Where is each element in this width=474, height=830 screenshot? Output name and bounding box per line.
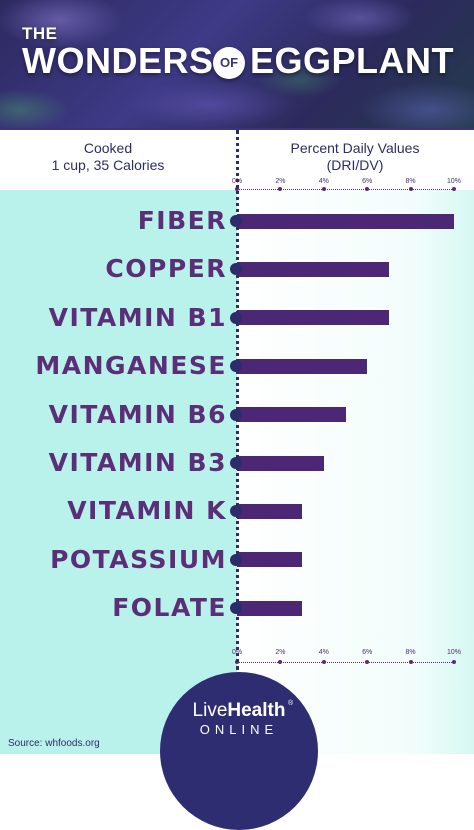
source-note: Source: whfoods.org: [8, 738, 100, 749]
tick-label-bottom: 10%: [446, 649, 461, 656]
plot-panel: [237, 190, 474, 754]
tick-mark-bottom: [278, 660, 283, 664]
title-main: WONDERS: [22, 40, 214, 81]
tick-label-top: 10%: [446, 178, 461, 185]
tick-label-top: 8%: [405, 178, 416, 185]
tick-label-bottom: 6%: [362, 649, 373, 656]
bar: [237, 261, 389, 277]
right-column-header: Percent Daily Values (DRI/DV): [250, 140, 460, 174]
left-header-line2: 1 cup, 35 Calories: [51, 157, 165, 173]
livehealth-logo: LiveHealth ® ONLINE: [160, 672, 318, 830]
bar: [237, 455, 324, 471]
bar: [237, 503, 303, 519]
category-label: VITAMIN K: [67, 496, 227, 526]
logo-wordmark: LiveHealth: [160, 700, 318, 722]
category-label: FIBER: [137, 206, 227, 235]
title-the: THE: [22, 24, 58, 43]
title-end: EGGPLANT: [250, 40, 455, 81]
bar: [237, 600, 303, 616]
logo-health: Health: [227, 700, 286, 721]
of-text: OF: [219, 55, 239, 70]
left-header-line1: Cooked: [83, 140, 133, 156]
bar: [237, 407, 346, 423]
zero-axis-line: [236, 130, 239, 670]
label-panel: [0, 190, 237, 754]
category-label: COPPER: [105, 254, 227, 284]
logo-subtitle: ONLINE: [199, 722, 279, 737]
x-axis-top: [237, 189, 454, 190]
category-label: FOLATE: [112, 593, 227, 623]
category-label: VITAMIN B1: [48, 302, 227, 332]
tick-mark-top: [408, 187, 413, 191]
category-label: VITAMIN B6: [48, 399, 227, 429]
tick-mark-top: [452, 187, 456, 191]
right-header-line1: Percent Daily Values: [290, 140, 420, 156]
header-divider: [0, 128, 474, 130]
of-badge: OF: [213, 47, 245, 79]
tick-label-top: 4%: [318, 178, 329, 185]
logo-live: Live: [192, 700, 228, 721]
bar: [237, 358, 368, 374]
tick-label-bottom: 4%: [318, 649, 329, 656]
tick-label-top: 2%: [275, 178, 286, 185]
bar: [237, 552, 303, 568]
left-column-header: Cooked 1 cup, 35 Calories: [10, 140, 206, 174]
category-label: MANGANESE: [35, 351, 227, 381]
tick-mark-top: [321, 187, 326, 191]
tick-mark-top: [365, 187, 370, 191]
right-header-line2: (DRI/DV): [326, 157, 384, 173]
logo-registered-mark: ®: [288, 700, 294, 707]
tick-mark-bottom: [408, 660, 413, 664]
tick-label-bottom: 8%: [405, 649, 416, 656]
category-label: VITAMIN B3: [48, 448, 227, 477]
header-banner: THE WONDERS OF EGGPLANT: [0, 0, 474, 128]
tick-mark-bottom: [365, 660, 370, 664]
tick-mark-bottom: [321, 660, 326, 664]
bar: [237, 213, 454, 229]
tick-label-bottom: 2%: [275, 649, 286, 656]
category-label: POTASSIUM: [50, 544, 227, 574]
x-axis-bottom: [237, 662, 454, 663]
tick-mark-bottom: [452, 660, 456, 664]
bar: [237, 310, 389, 326]
tick-label-top: 6%: [362, 178, 373, 185]
tick-mark-top: [278, 187, 283, 191]
